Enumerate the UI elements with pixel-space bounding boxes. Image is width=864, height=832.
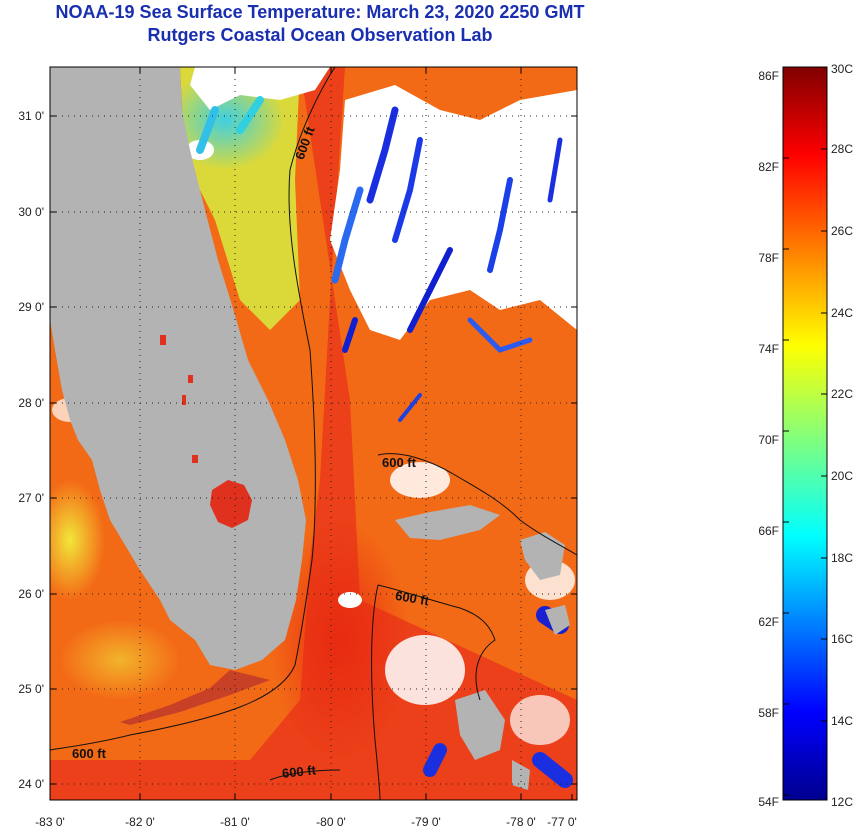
colorbar-c-label: 24C bbox=[831, 306, 853, 320]
colorbar: 86F 82F 78F 74F 70F 66F 62F 58F 54F 30C … bbox=[758, 62, 853, 809]
map-frame bbox=[49, 66, 578, 801]
colorbar-f-labels: 86F 82F 78F 74F 70F 66F 62F 58F 54F bbox=[758, 69, 779, 809]
colorbar-c-labels: 30C 28C 26C 24C 22C 20C 18C 16C 14C 12C bbox=[831, 62, 853, 809]
lon-label: -78 0' bbox=[506, 815, 536, 829]
lat-label: 25 0' bbox=[18, 682, 44, 696]
lat-label: 30 0' bbox=[18, 205, 44, 219]
cloud-cover bbox=[52, 67, 577, 745]
cold-filaments bbox=[196, 96, 573, 788]
axis-ticks bbox=[49, 67, 577, 800]
colorbar-f-label: 82F bbox=[758, 160, 779, 174]
colorbar-f-label: 70F bbox=[758, 433, 779, 447]
contour-label-south-west: 600 ft bbox=[72, 746, 107, 761]
isobaths-600ft bbox=[49, 66, 578, 801]
map-title: NOAA-19 Sea Surface Temperature: March 2… bbox=[55, 2, 585, 22]
warm-core bbox=[270, 520, 410, 760]
lon-label: -83 0' bbox=[35, 815, 65, 829]
inland-lakes bbox=[160, 335, 198, 463]
contour-label-south-east: 600 ft bbox=[394, 588, 431, 609]
colorbar-f-label: 62F bbox=[758, 615, 779, 629]
colorbar-f-label: 66F bbox=[758, 524, 779, 538]
colorbar-c-label: 12C bbox=[831, 795, 853, 809]
colorbar-f-label: 74F bbox=[758, 342, 779, 356]
colorbar-f-label: 58F bbox=[758, 706, 779, 720]
colorbar-ticks bbox=[783, 66, 827, 801]
lat-label: 28 0' bbox=[18, 396, 44, 410]
graticule bbox=[50, 67, 577, 800]
gulf-yellow-patch bbox=[50, 480, 105, 600]
colorbar-c-label: 30C bbox=[831, 62, 853, 76]
lat-label: 26 0' bbox=[18, 587, 44, 601]
lon-label: -80 0' bbox=[316, 815, 346, 829]
colorbar-scale bbox=[782, 66, 828, 801]
lake-okeechobee bbox=[210, 480, 252, 528]
colorbar-c-label: 14C bbox=[831, 714, 853, 728]
colorbar-c-label: 18C bbox=[831, 551, 853, 565]
florida-keys bbox=[120, 670, 270, 725]
lat-label: 24 0' bbox=[18, 777, 44, 791]
gulf-yellow-patch-2 bbox=[60, 620, 180, 700]
lon-label: -81 0' bbox=[220, 815, 250, 829]
bahamas-land bbox=[395, 505, 570, 790]
colorbar-c-label: 22C bbox=[831, 387, 853, 401]
colorbar-c-label: 16C bbox=[831, 632, 853, 646]
contour-label-south: 600 ft bbox=[281, 762, 317, 781]
colorbar-c-label: 28C bbox=[831, 142, 853, 156]
lat-label: 31 0' bbox=[18, 109, 44, 123]
lon-label: -77 0' bbox=[547, 815, 577, 829]
lon-label: -82 0' bbox=[125, 815, 155, 829]
colorbar-c-label: 20C bbox=[831, 469, 853, 483]
latitude-labels: 31 0' 30 0' 29 0' 28 0' 27 0' 26 0' 25 0… bbox=[18, 109, 44, 791]
lon-label: -79 0' bbox=[411, 815, 441, 829]
lat-label: 29 0' bbox=[18, 300, 44, 314]
lat-label: 27 0' bbox=[18, 491, 44, 505]
contour-label-east: 600 ft bbox=[382, 455, 417, 470]
sst-map bbox=[50, 67, 577, 800]
map-subtitle: Rutgers Coastal Ocean Observation Lab bbox=[147, 25, 493, 45]
colorbar-f-label: 86F bbox=[758, 69, 779, 83]
colorbar-c-label: 26C bbox=[831, 224, 853, 238]
colorbar-f-label: 78F bbox=[758, 251, 779, 265]
longitude-labels: -83 0' -82 0' -81 0' -80 0' -79 0' -78 0… bbox=[35, 815, 577, 829]
colorbar-f-label: 54F bbox=[758, 795, 779, 809]
